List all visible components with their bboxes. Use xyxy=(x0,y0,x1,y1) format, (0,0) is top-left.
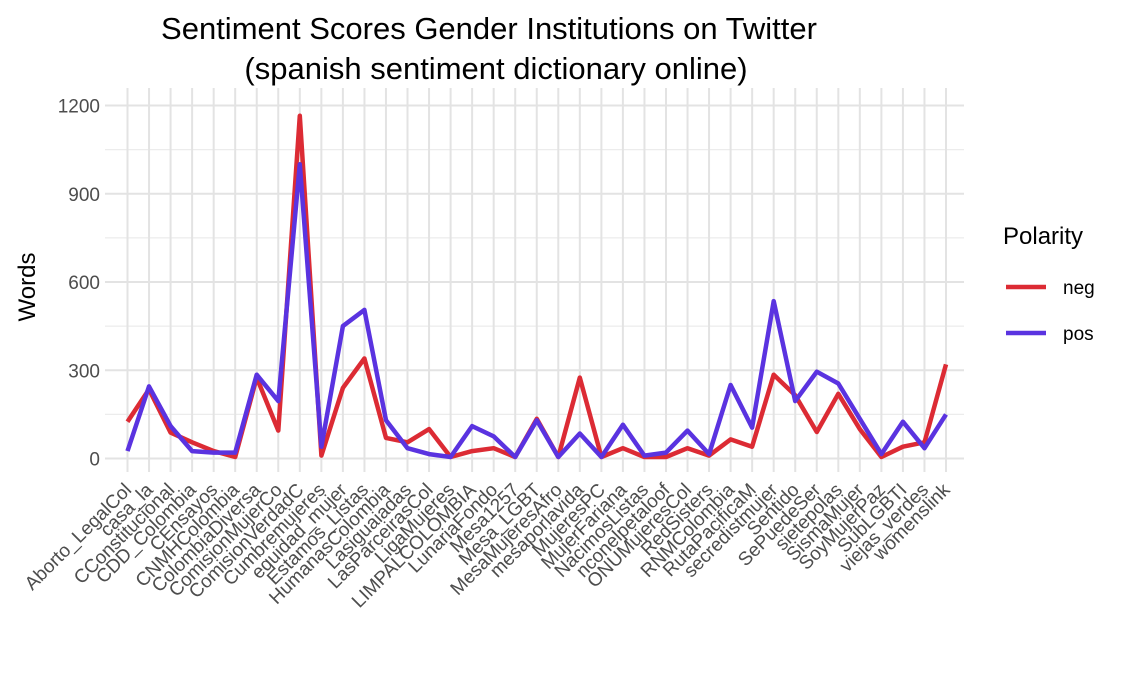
y-tick-label: 900 xyxy=(68,185,100,206)
legend-label-pos: pos xyxy=(1063,324,1094,345)
y-tick-label: 300 xyxy=(68,361,100,382)
legend-title: Polarity xyxy=(1003,223,1083,250)
y-axis-title: Words xyxy=(14,253,41,322)
chart-subtitle: (spanish sentiment dictionary online) xyxy=(244,51,747,86)
y-axis-ticks: 0 300 600 900 1200 xyxy=(58,97,100,471)
y-tick-label: 600 xyxy=(68,273,100,294)
legend-label-neg: neg xyxy=(1063,278,1095,299)
x-axis-ticks: Aborto_LegalColcasa_laCConstitucionalCDD… xyxy=(21,479,955,612)
series-line-pos xyxy=(125,162,948,460)
grid-lines xyxy=(105,88,964,472)
y-tick-label: 1200 xyxy=(58,97,100,118)
y-tick-label: 0 xyxy=(89,450,100,471)
chart-title: Sentiment Scores Gender Institutions on … xyxy=(161,11,817,46)
series-lines xyxy=(125,113,949,460)
legend: Polarity neg pos xyxy=(1003,223,1095,345)
